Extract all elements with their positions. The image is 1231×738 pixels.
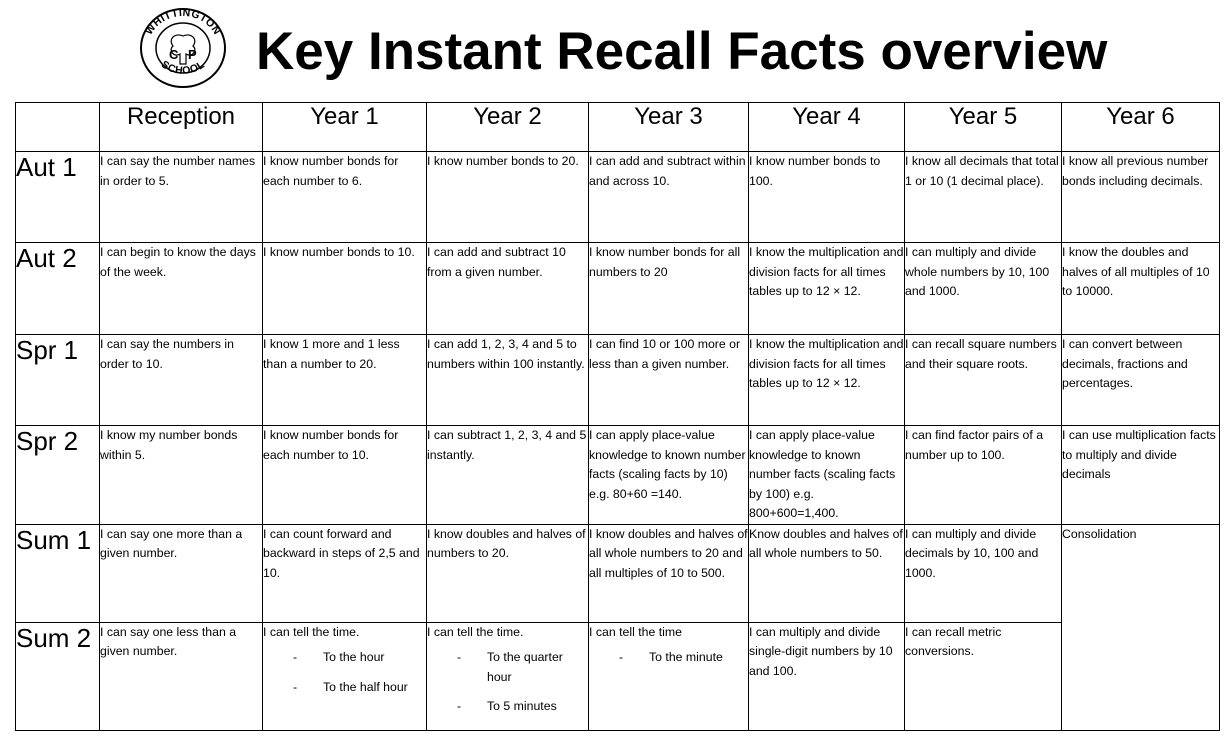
term-label: Spr 2 xyxy=(15,425,100,525)
table-cell: I can say one less than a given number. xyxy=(99,621,263,731)
column-header: Reception xyxy=(99,102,263,152)
table-cell: I can add and subtract within and across… xyxy=(588,151,749,243)
consolidation-cell: Consolidation xyxy=(1061,523,1220,731)
table-cell: I can count forward and backward in step… xyxy=(262,523,427,623)
table-cell: I can recall square numbers and their sq… xyxy=(904,334,1062,426)
table-cell: I know all decimals that total 1 or 10 (… xyxy=(904,151,1062,243)
term-label: Sum 2 xyxy=(15,621,100,731)
term-label: Aut 2 xyxy=(15,242,100,335)
term-label: Sum 1 xyxy=(15,523,100,623)
table-cell: I can add 1, 2, 3, 4 and 5 to numbers wi… xyxy=(426,334,589,426)
table-cell: I know the doubles and halves of all mul… xyxy=(1061,242,1220,335)
table-cell: I can say the numbers in order to 10. xyxy=(99,334,263,426)
column-header: Year 2 xyxy=(426,102,589,152)
logo-letter-p: P xyxy=(188,47,197,62)
list-item: To the quarter hour xyxy=(427,648,588,687)
column-header: Year 6 xyxy=(1061,102,1220,152)
table-cell: I can multiply and divide decimals by 10… xyxy=(904,523,1062,623)
table-cell: Know doubles and halves of all whole num… xyxy=(748,523,905,623)
table-cell: I can say the number names in order to 5… xyxy=(99,151,263,243)
cell-text: I can tell the time xyxy=(589,624,682,639)
logo-letter-c: C xyxy=(169,47,179,62)
table-cell: I know 1 more and 1 less than a number t… xyxy=(262,334,427,426)
table-row: Sum 1 I can say one more than a given nu… xyxy=(15,523,1220,731)
svg-text:SCHOOL: SCHOOL xyxy=(159,58,207,76)
table-cell: I can subtract 1, 2, 3, 4 and 5 instantl… xyxy=(426,425,589,525)
table-cell: I can convert between decimals, fraction… xyxy=(1061,334,1220,426)
column-header: Year 1 xyxy=(262,102,427,152)
table-cell: I know doubles and halves of all whole n… xyxy=(588,523,749,623)
table-cell: I can multiply and divide whole numbers … xyxy=(904,242,1062,335)
logo-bottom-text: SCHOOL xyxy=(159,58,207,76)
term-label: Spr 1 xyxy=(15,334,100,426)
table-row: Sum 2 I can say one less than a given nu… xyxy=(15,621,1220,731)
recall-facts-table: Reception Year 1 Year 2 Year 3 Year 4 Ye… xyxy=(15,102,1220,731)
page-title: Key Instant Recall Facts overview xyxy=(256,22,1108,81)
table-cell: I can multiply and divide single-digit n… xyxy=(748,621,905,731)
logo-top-text: WHITTINGTON xyxy=(143,7,223,37)
header-row: Reception Year 1 Year 2 Year 3 Year 4 Ye… xyxy=(15,102,1220,152)
column-header: Year 4 xyxy=(748,102,905,152)
table-cell: I know all previous number bonds includi… xyxy=(1061,151,1220,243)
table-cell: I can tell the time To the minute xyxy=(588,621,749,731)
table-cell: I can find factor pairs of a number up t… xyxy=(904,425,1062,525)
table-cell: I know number bonds for each number to 1… xyxy=(262,425,427,525)
table-row: Spr 2 I know my number bonds within 5. I… xyxy=(15,425,1220,525)
cell-text: I can tell the time. xyxy=(427,624,524,639)
column-header: Year 5 xyxy=(904,102,1062,152)
table-cell: I know the multiplication and division f… xyxy=(748,334,905,426)
list-item: To the hour xyxy=(263,648,426,668)
table-cell: I know my number bonds within 5. xyxy=(99,425,263,525)
list-item: To the minute xyxy=(589,648,748,668)
table-cell: I know number bonds to 20. xyxy=(426,151,589,243)
table-cell: I can tell the time. To the hour To the … xyxy=(262,621,427,731)
table-cell: I can use multiplication facts to multip… xyxy=(1061,425,1220,525)
table-cell: I know number bonds for each number to 6… xyxy=(262,151,427,243)
table-cell: I can say one more than a given number. xyxy=(99,523,263,623)
list-item: To the half hour xyxy=(263,678,426,698)
table-cell: I know the multiplication and division f… xyxy=(748,242,905,335)
sub-list: To the minute xyxy=(589,648,748,668)
column-header: Year 3 xyxy=(588,102,749,152)
table-cell: I can find 10 or 100 more or less than a… xyxy=(588,334,749,426)
sub-list: To the hour To the half hour xyxy=(263,648,426,697)
table-cell: I can tell the time. To the quarter hour… xyxy=(426,621,589,731)
table-cell: I know doubles and halves of numbers to … xyxy=(426,523,589,623)
table-cell: I can apply place-value knowledge to kno… xyxy=(748,425,905,525)
table-cell: I can begin to know the days of the week… xyxy=(99,242,263,335)
table-cell: I know number bonds to 100. xyxy=(748,151,905,243)
list-item: To 5 minutes xyxy=(427,697,588,717)
table-row: Aut 2 I can begin to know the days of th… xyxy=(15,242,1220,335)
table-row: Spr 1 I can say the numbers in order to … xyxy=(15,334,1220,426)
table-cell: I know number bonds to 10. xyxy=(262,242,427,335)
table-cell: I can apply place-value knowledge to kno… xyxy=(588,425,749,525)
table-cell: I can add and subtract 10 from a given n… xyxy=(426,242,589,335)
term-label: Aut 1 xyxy=(15,151,100,243)
sub-list: To the quarter hour To 5 minutes xyxy=(427,648,588,717)
svg-text:WHITTINGTON: WHITTINGTON xyxy=(143,7,223,37)
corner-cell xyxy=(15,102,100,152)
table-cell: I know number bonds for all numbers to 2… xyxy=(588,242,749,335)
table-cell: I can recall metric conversions. xyxy=(904,621,1062,731)
table-row: Aut 1 I can say the number names in orde… xyxy=(15,151,1220,243)
cell-text: I can tell the time. xyxy=(263,624,360,639)
school-logo: WHITTINGTON SCHOOL C P xyxy=(138,6,228,90)
